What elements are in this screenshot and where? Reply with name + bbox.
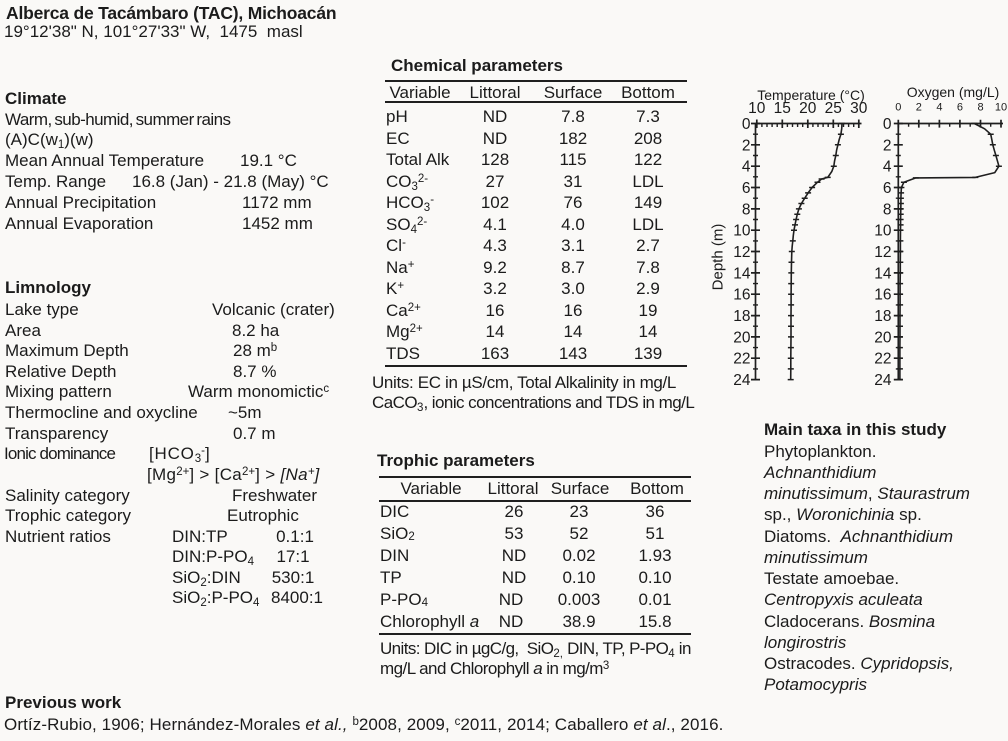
svg-text:8: 8 [883, 201, 892, 218]
svg-text:6: 6 [957, 102, 963, 114]
svg-text:18: 18 [733, 308, 750, 325]
svg-text:2: 2 [916, 102, 922, 114]
svg-text:22: 22 [733, 351, 750, 368]
svg-text:10: 10 [874, 223, 892, 240]
svg-text:16: 16 [733, 287, 750, 304]
svg-text:15: 15 [774, 100, 791, 117]
svg-text:Oxygen (mg/L): Oxygen (mg/L) [907, 84, 1000, 100]
svg-text:2: 2 [883, 137, 892, 154]
svg-text:12: 12 [874, 244, 891, 261]
svg-text:8: 8 [742, 201, 751, 218]
svg-text:10: 10 [733, 223, 751, 240]
svg-text:30: 30 [850, 100, 868, 117]
svg-text:24: 24 [733, 372, 751, 389]
svg-text:4: 4 [883, 159, 892, 176]
svg-text:6: 6 [742, 180, 751, 197]
svg-text:4: 4 [936, 102, 942, 114]
svg-text:10: 10 [995, 102, 1007, 114]
svg-text:8: 8 [977, 102, 983, 114]
svg-text:20: 20 [799, 100, 817, 117]
svg-text:22: 22 [874, 351, 891, 368]
svg-text:2: 2 [742, 137, 751, 154]
svg-text:10: 10 [748, 100, 766, 117]
svg-text:Depth (m): Depth (m) [710, 224, 727, 291]
svg-text:14: 14 [733, 265, 751, 282]
svg-text:Temperature (°C): Temperature (°C) [757, 87, 865, 103]
svg-text:0: 0 [895, 102, 901, 114]
svg-text:18: 18 [874, 308, 891, 325]
svg-text:12: 12 [733, 244, 750, 261]
svg-text:24: 24 [874, 372, 892, 389]
svg-text:4: 4 [742, 159, 751, 176]
svg-text:25: 25 [825, 100, 842, 117]
svg-text:20: 20 [874, 329, 892, 346]
svg-text:0: 0 [742, 116, 751, 133]
svg-text:0: 0 [883, 116, 892, 133]
svg-text:20: 20 [733, 329, 751, 346]
svg-text:16: 16 [874, 287, 891, 304]
svg-text:6: 6 [883, 180, 892, 197]
svg-text:14: 14 [874, 265, 892, 282]
